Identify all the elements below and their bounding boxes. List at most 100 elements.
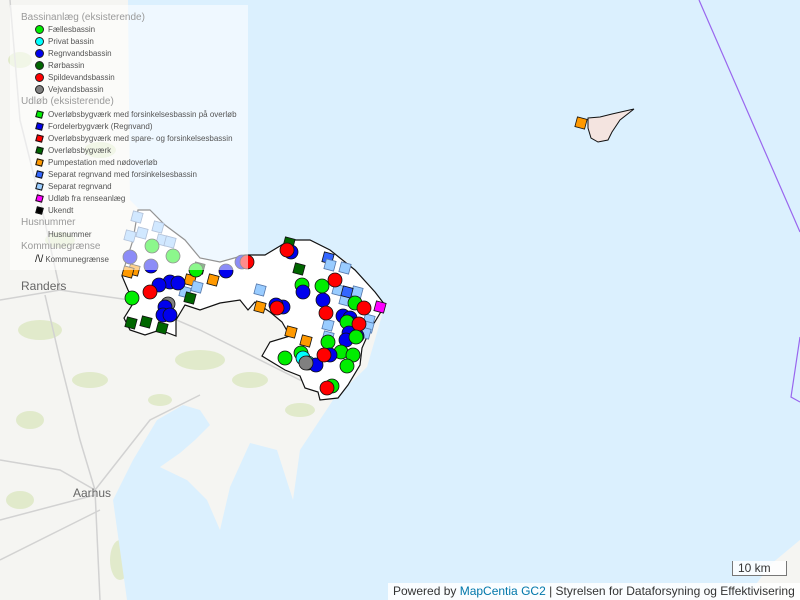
legend-label: Fordelerbygværk (Regnvand) [48,122,153,131]
outlet-marker[interactable] [338,261,352,275]
outlet-marker[interactable] [155,321,169,335]
basin-marker[interactable] [319,380,335,396]
square-symbol-icon [35,182,44,192]
basin-marker[interactable] [320,334,336,350]
basin-marker[interactable] [318,305,334,321]
outlet-marker[interactable] [373,300,387,314]
legend-item: Overløbsbygværk [35,145,111,157]
legend-item: Spildevandsbassin [35,72,115,84]
legend-item-kommune: /\/Kommunegrænse [35,254,109,266]
legend-item: Overløbsbygværk med spare- og forsinkels… [35,133,233,145]
legend-item: Regnvandsbassin [35,48,112,60]
square-symbol-icon [35,206,44,216]
sea [113,0,800,600]
legend-label: Overløbsbygværk med forsinkelsesbassin p… [48,110,237,119]
basin-marker[interactable] [269,300,285,316]
legend-panel: Bassinanlæg (eksisterende) Fællesbassin P… [10,5,248,270]
legend-label: Rørbassin [48,61,85,70]
circle-symbol-icon [35,25,44,35]
place-label-randers: Randers [21,279,67,293]
legend-item: Vejvandsbassin [35,84,104,96]
outlet-marker[interactable] [574,116,588,130]
outlet-marker[interactable] [299,334,313,348]
legend-label: Ukendt [48,206,74,215]
basin-marker[interactable] [339,358,355,374]
basin-marker[interactable] [295,284,311,300]
basin-marker[interactable] [124,290,140,306]
legend-label: Regnvandsbassin [48,49,112,58]
outlet-marker[interactable] [321,318,335,332]
basin-marker[interactable] [315,292,331,308]
island-kalo [160,455,205,480]
basin-marker[interactable] [314,278,330,294]
outlet-marker[interactable] [292,262,306,276]
legend-label: Overløbsbygværk med spare- og forsinkels… [48,134,233,143]
legend-item: Overløbsbygværk med forsinkelsesbassin p… [35,109,237,121]
circle-symbol-icon [35,85,44,95]
outlet-marker[interactable] [253,283,267,297]
island-outline[interactable] [587,108,635,143]
basin-marker[interactable] [277,350,293,366]
outlet-marker[interactable] [323,258,337,272]
legend-item: Fællesbassin [35,24,95,36]
square-symbol-icon [35,146,44,156]
outlet-marker[interactable] [340,285,354,299]
legend-label: Overløbsbygværk [48,146,112,155]
legend-header-kommune: Kommunegrænse [21,241,101,252]
attribution-suffix: | Styrelsen for Dataforsyning og Effekti… [545,584,795,598]
municipal-border [698,0,800,233]
place-label-aarhus: Aarhus [73,486,112,500]
outlet-marker[interactable] [253,300,267,314]
legend-item: Udløb fra renseanlæg [35,193,125,205]
attribution: Powered by MapCentia GC2 | Styrelsen for… [388,583,800,600]
basin-marker[interactable] [327,272,343,288]
square-symbol-icon [35,110,44,120]
circle-symbol-icon [35,37,44,47]
circle-symbol-icon [35,73,44,83]
square-symbol-icon [35,158,44,168]
legend-item: Pumpestation med nødoverløb [35,157,157,169]
basin-marker[interactable] [162,307,178,323]
basin-marker[interactable] [316,347,332,363]
outlet-marker[interactable] [284,325,298,339]
legend-label: Spildevandsbassin [48,73,115,82]
circle-symbol-icon [35,61,44,71]
legend-label: Separat regnvand [48,182,112,191]
outlet-marker[interactable] [206,273,220,287]
basin-marker[interactable] [356,300,372,316]
legend-label: Separat regnvand med forsinkelsesbassin [48,170,197,179]
outlet-marker[interactable] [183,291,197,305]
legend-item-husnummer: Husnummer [48,230,92,239]
legend-label: Vejvandsbassin [48,85,104,94]
square-symbol-icon [35,194,44,204]
legend-header-bassin: Bassinanlæg (eksisterende) [21,12,145,23]
outlet-marker[interactable] [124,316,138,330]
basin-marker[interactable] [348,329,364,345]
attribution-prefix: Powered by [393,584,460,598]
outlet-marker[interactable] [190,280,204,294]
legend-label: Kommunegrænse [45,255,109,265]
legend-label: Fællesbassin [48,25,96,34]
basin-marker[interactable] [142,284,158,300]
mapcentia-link[interactable]: MapCentia GC2 [459,584,546,598]
legend-item: Ukendt [35,205,73,217]
legend-item: Privat bassin [35,36,94,48]
legend-item: Separat regnvand med forsinkelsesbassin [35,169,197,181]
legend-item: Fordelerbygværk (Regnvand) [35,121,153,133]
basin-marker[interactable] [279,242,295,258]
legend-label: Privat bassin [48,37,94,46]
square-symbol-icon [35,170,44,180]
basin-marker[interactable] [351,316,367,332]
outlet-marker[interactable] [139,315,153,329]
square-symbol-icon [35,134,44,144]
legend-label: Udløb fra renseanlæg [48,194,126,203]
basin-marker[interactable] [170,275,186,291]
legend-label: Pumpestation med nødoverløb [48,158,158,167]
basin-marker[interactable] [298,355,314,371]
border-line-icon: /\/ [35,254,44,265]
municipal-border [790,336,800,403]
legend-header-husnummer: Husnummer [21,217,76,228]
scale-bar: 10 km [732,561,787,576]
circle-symbol-icon [35,49,44,59]
